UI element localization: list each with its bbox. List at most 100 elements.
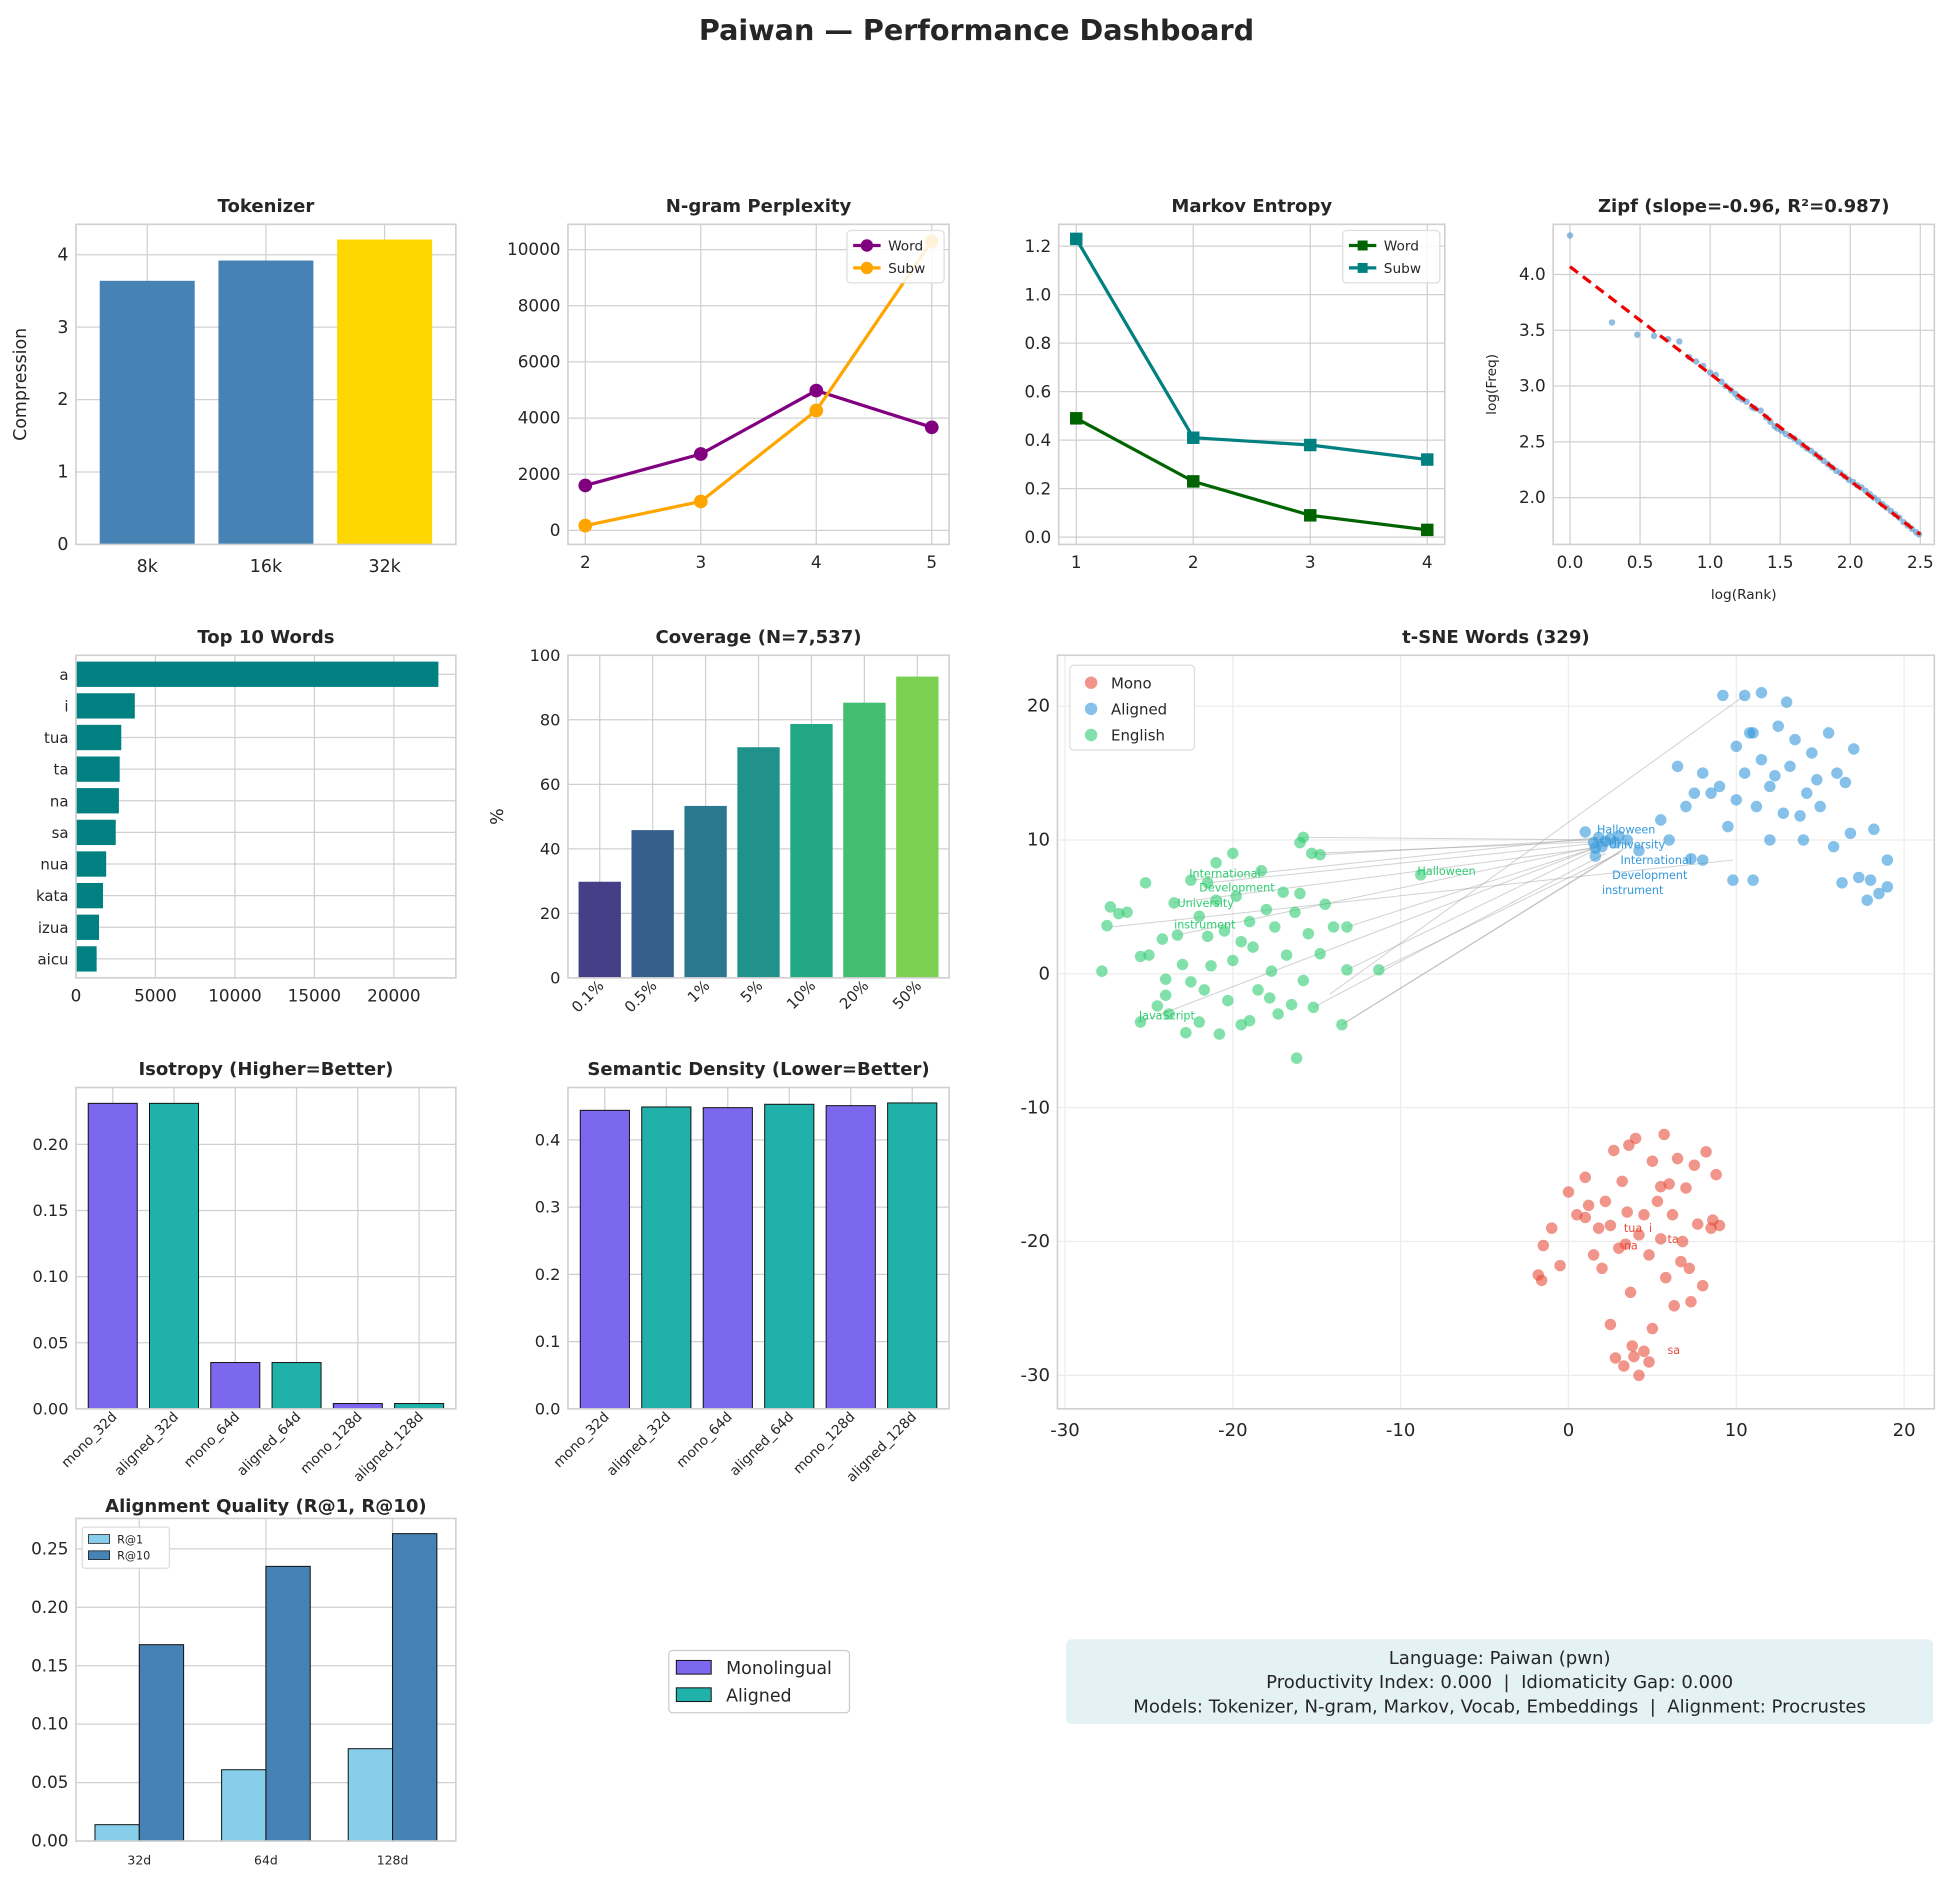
x-tick-label: -20 bbox=[1218, 1420, 1247, 1441]
tsne-point-aligned bbox=[1688, 787, 1701, 799]
y-tick-label: kata bbox=[36, 887, 69, 905]
tsne-point-aligned bbox=[1769, 770, 1781, 782]
x-tick-label: -30 bbox=[1050, 1420, 1079, 1441]
y-tick-label: i bbox=[64, 697, 68, 715]
tsne-point-aligned bbox=[1864, 874, 1877, 886]
bar-16k bbox=[218, 260, 314, 545]
data-point-subw bbox=[1187, 431, 1200, 444]
tsne-point-aligned bbox=[1827, 840, 1840, 853]
legend-box bbox=[668, 1649, 851, 1714]
y-tick-label: 20 bbox=[540, 904, 561, 923]
tsne-point-mono bbox=[1609, 1352, 1622, 1364]
bar-mono_64d bbox=[210, 1362, 261, 1410]
series-line-subw bbox=[1074, 238, 1428, 462]
tsne-point-mono bbox=[1696, 1279, 1709, 1292]
x-tick-label: 0.1% bbox=[568, 977, 608, 1017]
tsne-point-aligned bbox=[1613, 830, 1625, 842]
x-tick-label: 1.5 bbox=[1767, 552, 1794, 572]
bar-mono_32d bbox=[579, 1109, 630, 1410]
bar-50% bbox=[896, 676, 939, 978]
tsne-word-label: University bbox=[1177, 897, 1234, 910]
tsne-point-aligned bbox=[1727, 874, 1739, 886]
alignment-link bbox=[1378, 852, 1620, 971]
panel-ngram: 0 2000 4000 6000 8000 10000 2 3 4 5 N-gram Perplex… bbox=[507, 196, 950, 572]
bar-mono_64d bbox=[702, 1107, 753, 1410]
bar-aligned_64d bbox=[271, 1362, 322, 1410]
tsne-point-aligned bbox=[1722, 820, 1734, 833]
x-tick-label: 1.0 bbox=[1697, 552, 1724, 572]
zipf-point bbox=[1676, 338, 1683, 345]
y-tick-label: 0.00 bbox=[32, 1399, 68, 1418]
tsne-point-aligned bbox=[1730, 794, 1743, 806]
tsne-point-aligned bbox=[1789, 733, 1801, 746]
bar-izua bbox=[75, 914, 100, 940]
tsne-point-english bbox=[1415, 869, 1427, 881]
x-tick-label: aligned_32d bbox=[112, 1409, 182, 1479]
tsne-point-english bbox=[1319, 898, 1331, 910]
y-tick-label: tua bbox=[44, 729, 68, 747]
tsne-point-mono bbox=[1668, 1300, 1680, 1312]
panel-tokenizer: 0 1 2 3 4 8k 16k 32k Tokenizer Compression bbox=[11, 196, 457, 577]
tsne-point-mono bbox=[1643, 1249, 1655, 1261]
legend-marker bbox=[1084, 676, 1098, 689]
tsne-word-label: i bbox=[1649, 1222, 1652, 1235]
tsne-point-aligned bbox=[1873, 887, 1885, 900]
alignment-link bbox=[1303, 836, 1603, 841]
plot-area-alignment bbox=[94, 1533, 438, 1842]
tsne-point-english bbox=[1314, 948, 1326, 960]
tsne-point-aligned bbox=[1811, 774, 1823, 786]
tsne-point-aligned bbox=[1822, 727, 1835, 739]
y-tick-label: 20 bbox=[1027, 696, 1050, 717]
tsne-point-english bbox=[1285, 998, 1298, 1011]
alignment-link bbox=[1174, 847, 1596, 904]
tsne-point-aligned bbox=[1579, 826, 1591, 838]
x-tick-label: 20 bbox=[1893, 1420, 1916, 1441]
chart-title: N-gram Perplexity bbox=[666, 196, 852, 217]
tsne-point-english bbox=[1104, 901, 1117, 913]
y-tick-label: 2 bbox=[57, 390, 68, 410]
tsne-point-aligned bbox=[1696, 767, 1709, 779]
tsne-point-english bbox=[1341, 921, 1353, 933]
panel-tsne: -30 -20 -10 0 10 20 -30 -20 -10 0 10 20 t-SNE Words … bbox=[1021, 627, 1936, 1441]
y-tick-label: 0.2 bbox=[535, 1265, 561, 1284]
axes-frame bbox=[75, 654, 457, 979]
info-language: Language: Paiwan (pwn) bbox=[1389, 1648, 1611, 1669]
tsne-point-mono bbox=[1675, 1255, 1687, 1268]
tsne-word-label: International bbox=[1189, 867, 1260, 880]
tsne-point-english bbox=[1168, 897, 1180, 909]
tsne-point-mono bbox=[1646, 1322, 1659, 1335]
tsne-point-english bbox=[1156, 933, 1169, 945]
bar-5% bbox=[737, 747, 780, 978]
tsne-point-mono bbox=[1604, 1318, 1617, 1331]
tsne-point-english bbox=[1210, 894, 1222, 906]
x-tick-label: 15000 bbox=[288, 986, 341, 1006]
x-tick-label: 10 bbox=[1725, 1420, 1748, 1441]
y-tick-label: 2.0 bbox=[1519, 487, 1546, 507]
plot-area-tokenizer bbox=[99, 239, 433, 545]
bar-8k bbox=[99, 280, 195, 545]
tsne-word-label: instrument bbox=[1174, 918, 1236, 931]
tsne-word-label: University bbox=[1609, 839, 1666, 852]
tsne-word-label: ta bbox=[1667, 1233, 1678, 1246]
zipf-point bbox=[1706, 369, 1714, 376]
y-tick-label: -10 bbox=[1021, 1097, 1050, 1118]
axes-frame bbox=[75, 223, 457, 546]
x-axis-label: log(Rank) bbox=[1711, 587, 1777, 603]
x-tick-label: aligned_64d bbox=[727, 1409, 797, 1479]
tsne-point-english bbox=[1314, 848, 1326, 861]
y-tick-label: -30 bbox=[1021, 1365, 1050, 1386]
y-tick-label: 0.6 bbox=[1025, 381, 1052, 401]
alignment-link bbox=[1110, 859, 1733, 928]
y-tick-label: 0.4 bbox=[1025, 430, 1052, 450]
tsne-point-english bbox=[1213, 1028, 1226, 1040]
tsne-point-english bbox=[1255, 865, 1268, 877]
panel-zipf: 2.0 2.5 3.0 3.5 4.0 0.0 0.5 1.0 1.5 2.0 2.5 Zipf (s… bbox=[1484, 196, 1936, 603]
tsne-point-aligned bbox=[1730, 740, 1743, 753]
tsne-point-mono bbox=[1710, 1168, 1722, 1181]
tsne-point-english bbox=[1243, 915, 1256, 928]
tsne-point-english bbox=[1230, 890, 1242, 902]
alignment-link bbox=[1320, 838, 1611, 856]
bar-i bbox=[75, 693, 135, 719]
plot-area-tsne bbox=[1096, 687, 1894, 1382]
data-point-word bbox=[1304, 509, 1317, 522]
